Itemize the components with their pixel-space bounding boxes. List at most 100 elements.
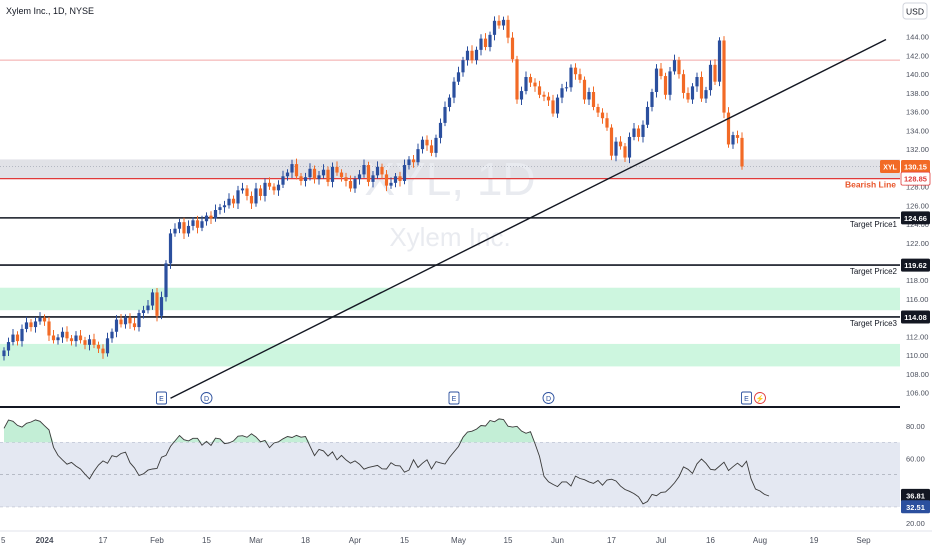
candle[interactable] — [456, 66, 461, 85]
candle[interactable] — [461, 56, 465, 77]
candle[interactable] — [218, 203, 222, 215]
candle[interactable] — [510, 32, 515, 63]
candle[interactable] — [240, 182, 245, 194]
event-earnings-marker[interactable]: E — [448, 391, 460, 405]
candle[interactable] — [173, 223, 177, 237]
candle[interactable] — [740, 132, 744, 170]
candle[interactable] — [321, 164, 326, 179]
candle[interactable] — [582, 76, 587, 104]
candle[interactable] — [159, 291, 164, 320]
candle[interactable] — [137, 309, 141, 332]
candle[interactable] — [425, 135, 429, 151]
candle[interactable] — [677, 56, 681, 79]
candle[interactable] — [497, 15, 501, 29]
candle[interactable] — [555, 94, 560, 118]
candle[interactable] — [690, 83, 695, 104]
candle[interactable] — [15, 331, 20, 346]
candle[interactable] — [339, 169, 344, 182]
candle[interactable] — [110, 328, 114, 343]
price-scale[interactable] — [900, 0, 932, 550]
rsi-badge-a-bg[interactable] — [901, 488, 930, 502]
candle[interactable] — [177, 218, 182, 234]
candle[interactable] — [92, 333, 96, 349]
candle[interactable] — [51, 329, 56, 344]
last-price-badge-bg[interactable] — [901, 159, 930, 173]
candle[interactable] — [474, 46, 479, 65]
target1-badge-bg[interactable] — [901, 211, 930, 225]
event-earnings-marker[interactable]: E — [741, 391, 752, 405]
candle[interactable] — [551, 94, 555, 117]
candle[interactable] — [119, 314, 123, 328]
candle[interactable] — [618, 136, 623, 150]
candle[interactable] — [69, 335, 74, 346]
candle[interactable] — [483, 33, 488, 51]
candle[interactable] — [348, 175, 353, 192]
candle[interactable] — [717, 37, 722, 87]
candle[interactable] — [96, 341, 101, 354]
candle[interactable] — [236, 185, 240, 209]
candle[interactable] — [362, 159, 366, 178]
candle[interactable] — [623, 143, 627, 162]
candle[interactable] — [267, 177, 272, 190]
candle[interactable] — [663, 72, 668, 100]
candle[interactable] — [402, 159, 407, 185]
candle[interactable] — [128, 313, 132, 329]
candle[interactable] — [258, 185, 263, 201]
candle[interactable] — [308, 163, 312, 181]
candle[interactable] — [542, 91, 546, 102]
currency-badge[interactable]: USD — [902, 2, 928, 20]
candle[interactable] — [609, 124, 614, 161]
candle[interactable] — [641, 120, 645, 143]
candle[interactable] — [132, 317, 137, 331]
candle[interactable] — [168, 229, 173, 269]
candle[interactable] — [605, 112, 609, 131]
candle[interactable] — [317, 170, 321, 185]
candle[interactable] — [222, 200, 227, 213]
target2-badge-bg[interactable] — [901, 258, 930, 272]
candle[interactable] — [330, 162, 335, 188]
candle[interactable] — [249, 191, 254, 209]
candle[interactable] — [38, 312, 42, 325]
candle[interactable] — [443, 101, 447, 127]
candle[interactable] — [2, 347, 6, 361]
candle[interactable] — [182, 217, 186, 239]
candle[interactable] — [78, 329, 83, 344]
candle[interactable] — [56, 334, 60, 345]
candle[interactable] — [726, 107, 731, 148]
candle[interactable] — [452, 77, 456, 104]
candle[interactable] — [470, 45, 474, 64]
candle[interactable] — [83, 336, 87, 350]
candle[interactable] — [488, 31, 492, 52]
candle[interactable] — [281, 170, 285, 188]
candle[interactable] — [263, 178, 267, 202]
zone-green-2[interactable] — [0, 343, 900, 367]
candle[interactable] — [587, 87, 591, 106]
candle[interactable] — [213, 204, 218, 222]
candle[interactable] — [227, 193, 231, 209]
candle[interactable] — [357, 170, 362, 185]
candle[interactable] — [699, 71, 704, 102]
candle[interactable] — [375, 161, 380, 179]
candle[interactable] — [371, 170, 375, 188]
candle[interactable] — [533, 78, 537, 92]
symbol-tag-bg[interactable] — [880, 159, 900, 173]
candle[interactable] — [434, 134, 438, 158]
candle[interactable] — [627, 132, 632, 164]
event-split-marker[interactable]: ⚡ — [754, 392, 766, 404]
candle[interactable] — [398, 171, 402, 187]
trendline-layer[interactable] — [170, 38, 887, 399]
symbol-title[interactable]: Xylem Inc., 1D, NYSE — [6, 6, 94, 16]
candle[interactable] — [636, 125, 641, 142]
candle[interactable] — [353, 175, 357, 193]
candle[interactable] — [312, 165, 317, 184]
candle[interactable] — [6, 337, 11, 357]
candle[interactable] — [393, 173, 398, 188]
candle[interactable] — [492, 16, 497, 41]
candle[interactable] — [465, 46, 470, 66]
event-earnings-marker[interactable]: E — [156, 391, 167, 405]
candle[interactable] — [209, 211, 213, 224]
zone-green-1[interactable] — [0, 287, 900, 311]
candle[interactable] — [438, 118, 443, 144]
candle[interactable] — [659, 63, 663, 80]
candle[interactable] — [708, 60, 713, 96]
